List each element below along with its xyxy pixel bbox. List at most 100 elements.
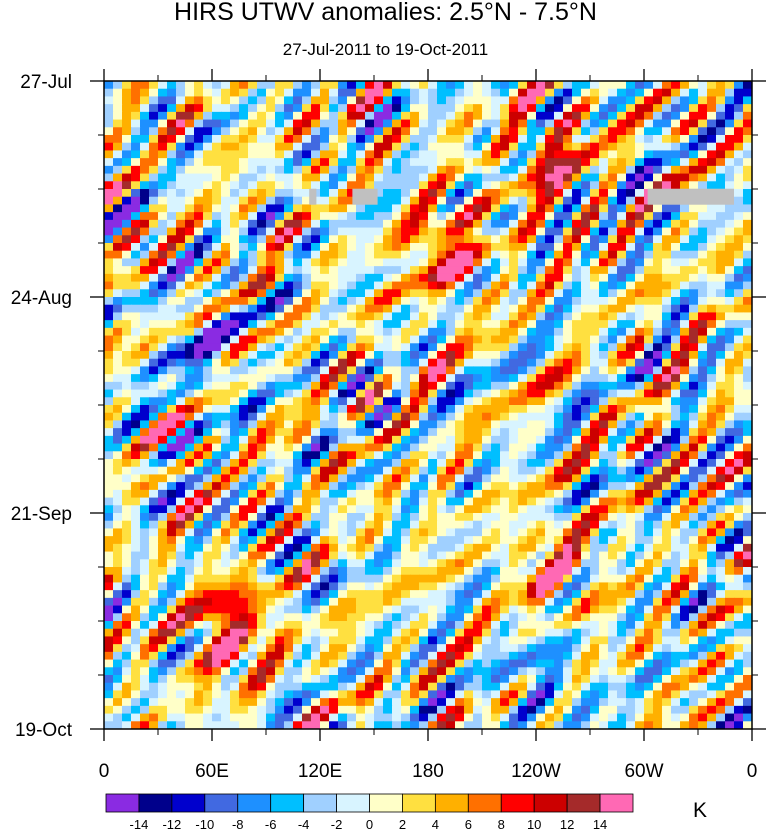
- field-cell: [545, 235, 555, 244]
- field-cell: [266, 196, 276, 206]
- field-cell: [185, 351, 195, 360]
- field-cell: [689, 343, 699, 352]
- field-cell: [473, 212, 483, 221]
- field-cell: [356, 559, 366, 568]
- field-cell: [221, 273, 231, 283]
- field-cell: [572, 405, 582, 414]
- field-cell: [509, 119, 519, 128]
- field-cell: [320, 474, 330, 483]
- field-cell: [698, 212, 708, 221]
- field-cell: [338, 88, 348, 98]
- field-cell: [167, 374, 177, 383]
- field-cell: [392, 466, 402, 476]
- field-cell: [419, 235, 429, 244]
- field-cell: [194, 543, 204, 553]
- field-cell: [149, 204, 159, 213]
- field-cell: [644, 389, 654, 398]
- field-cell: [617, 258, 627, 267]
- field-cell: [194, 135, 204, 144]
- field-cell: [347, 405, 357, 414]
- field-cell: [617, 281, 627, 290]
- field-cell: [572, 435, 582, 445]
- field-cell: [320, 312, 330, 321]
- field-cell: [239, 189, 249, 198]
- field-cell: [428, 266, 438, 275]
- field-cell: [437, 351, 447, 360]
- field-cell: [203, 420, 213, 429]
- field-cell: [437, 443, 447, 452]
- field-cell: [581, 281, 591, 290]
- field-cell: [158, 258, 168, 267]
- field-cell: [194, 119, 204, 128]
- field-cell: [581, 289, 591, 298]
- field-cell: [644, 497, 654, 506]
- field-cell: [311, 127, 321, 136]
- field-cell: [545, 443, 555, 452]
- field-cell: [617, 227, 627, 236]
- field-cell: [635, 389, 645, 398]
- field-cell: [464, 574, 474, 584]
- field-cell: [365, 158, 375, 167]
- field-cell: [581, 273, 591, 283]
- field-cell: [347, 304, 357, 314]
- field-cell: [608, 351, 618, 360]
- field-cell: [554, 142, 564, 152]
- field-cell: [347, 474, 357, 483]
- field-cell: [455, 235, 465, 244]
- field-cell: [149, 88, 159, 98]
- field-cell: [581, 474, 591, 483]
- field-cell: [140, 173, 150, 182]
- field-cell: [167, 412, 177, 422]
- field-cell: [239, 88, 249, 98]
- field-cell: [113, 482, 123, 491]
- field-cell: [743, 297, 752, 306]
- field-cell: [302, 181, 312, 190]
- field-cell: [203, 613, 213, 622]
- field-cell: [635, 528, 645, 537]
- field-cell: [437, 204, 447, 213]
- field-cell: [644, 150, 654, 159]
- field-cell: [743, 459, 752, 468]
- field-cell: [374, 420, 384, 429]
- field-cell: [239, 212, 249, 221]
- field-cell: [203, 181, 213, 190]
- field-cell: [275, 536, 285, 545]
- field-cell: [698, 173, 708, 182]
- field-cell: [392, 104, 402, 113]
- field-cell: [293, 158, 303, 167]
- field-cell: [572, 312, 582, 321]
- field-cell: [698, 219, 708, 229]
- field-cell: [338, 335, 348, 344]
- field-cell: [635, 343, 645, 352]
- field-cell: [590, 451, 600, 460]
- field-cell: [212, 81, 222, 90]
- field-cell: [653, 412, 663, 422]
- field-cell: [707, 397, 717, 406]
- field-cell: [653, 428, 663, 437]
- field-cell: [239, 366, 249, 375]
- field-cell: [176, 165, 186, 175]
- field-cell: [608, 605, 618, 614]
- field-cell: [131, 551, 141, 560]
- field-cell: [590, 597, 600, 607]
- field-cell: [239, 127, 249, 136]
- field-cell: [158, 327, 168, 337]
- field-cell: [698, 281, 708, 290]
- field-cell: [500, 297, 510, 306]
- field-cell: [572, 165, 582, 175]
- field-cell: [536, 459, 546, 468]
- field-cell: [626, 158, 636, 167]
- field-cell: [563, 366, 573, 375]
- field-cell: [338, 574, 348, 584]
- field-cell: [221, 312, 231, 321]
- field-cell: [239, 497, 249, 506]
- field-cell: [590, 520, 600, 530]
- field-cell: [311, 420, 321, 429]
- field-cell: [662, 96, 672, 105]
- field-cell: [122, 273, 132, 283]
- field-cell: [311, 165, 321, 175]
- field-cell: [482, 420, 492, 429]
- field-cell: [185, 597, 195, 607]
- field-cell: [734, 142, 744, 152]
- field-cell: [698, 304, 708, 314]
